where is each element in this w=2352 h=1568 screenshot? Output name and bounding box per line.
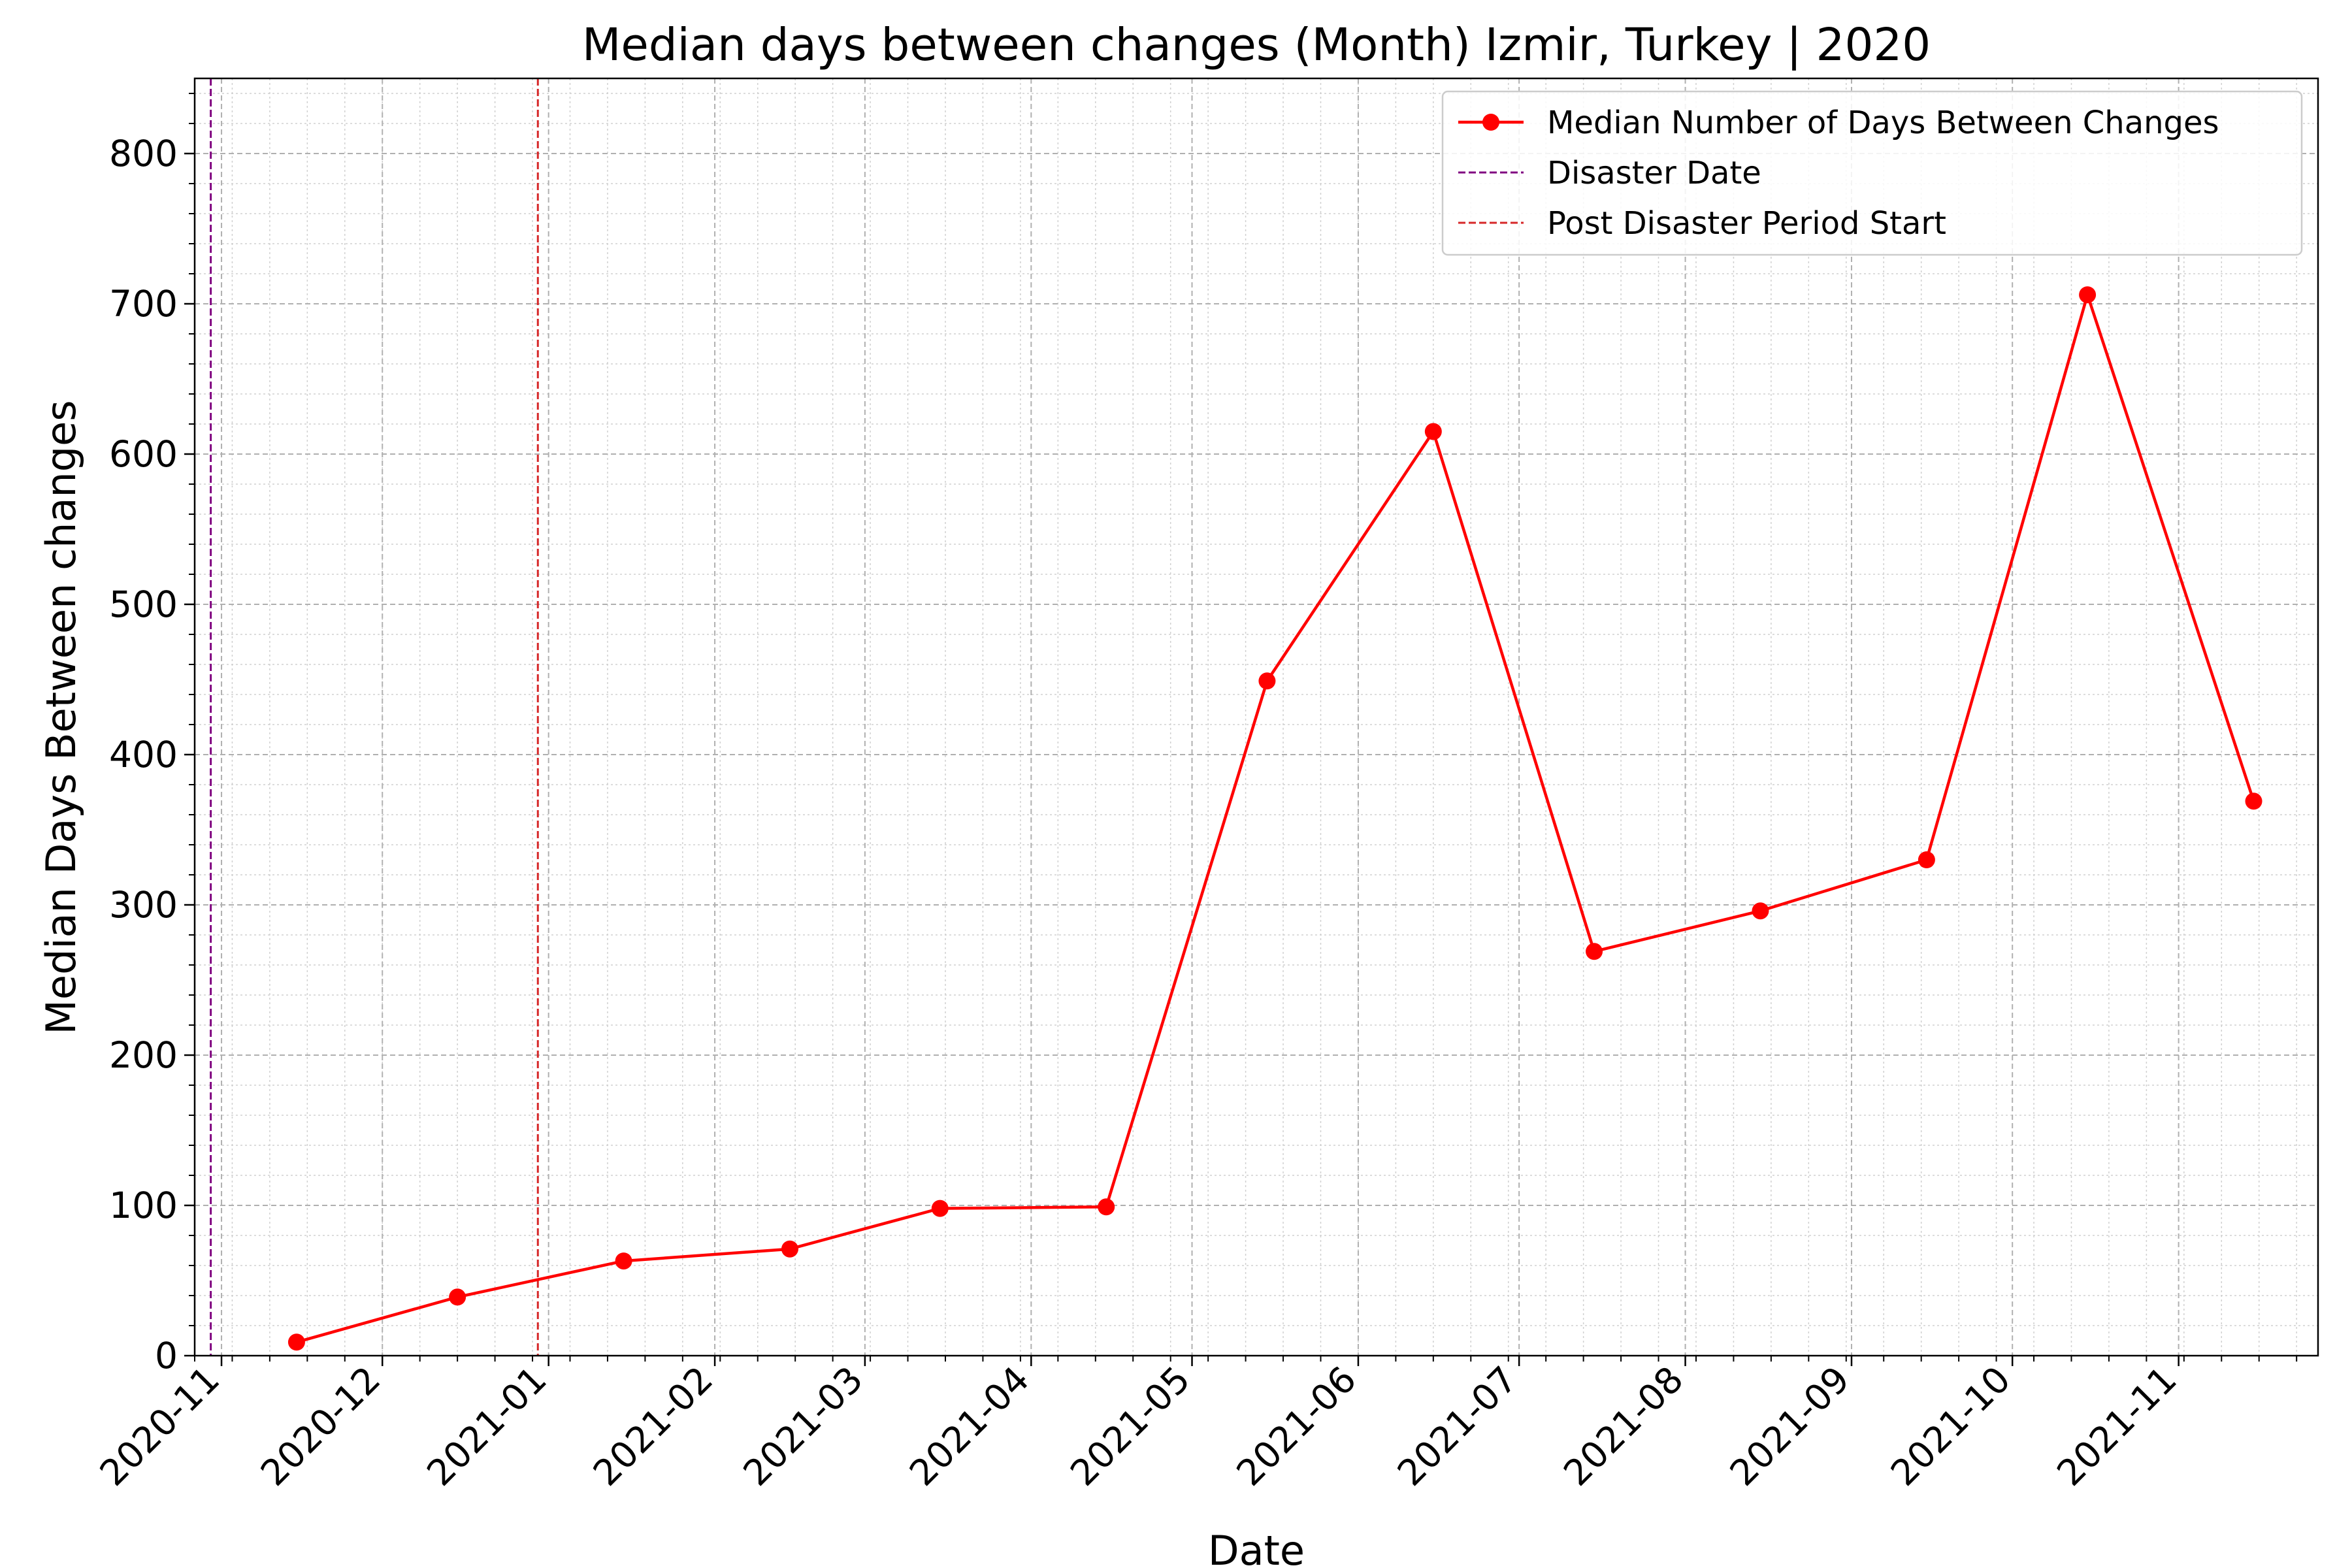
data-point — [615, 1252, 632, 1270]
legend-box — [1441, 90, 2303, 256]
y-tick-label: 500 — [109, 583, 178, 625]
data-point — [931, 1200, 949, 1217]
data-point — [781, 1240, 798, 1258]
y-axis-label: Median Days Between changes — [37, 400, 85, 1034]
y-tick-label: 0 — [155, 1335, 178, 1377]
legend-label: Median Number of Days Between Changes — [1547, 105, 2219, 141]
data-point — [287, 1333, 305, 1351]
data-point — [1424, 423, 1442, 440]
y-tick-label: 400 — [109, 734, 178, 776]
reference-lines — [210, 78, 539, 1356]
plot-frame — [193, 77, 2319, 1357]
data-point — [1918, 851, 1935, 868]
x-axis-label: Date — [1208, 1527, 1305, 1568]
chart-title: Median days between changes (Month) Izmi… — [582, 19, 1931, 71]
y-tick-label: 100 — [109, 1184, 178, 1226]
y-tick-label: 200 — [109, 1034, 178, 1076]
data-point — [1586, 943, 1603, 960]
legend-marker — [1482, 114, 1499, 131]
y-tick-label: 600 — [109, 433, 178, 475]
y-tick-label: 800 — [109, 133, 178, 174]
grid — [194, 78, 2318, 1356]
y-tick-label: 300 — [109, 884, 178, 926]
data-point — [2079, 286, 2097, 304]
y-tick-label: 700 — [109, 283, 178, 325]
data-point — [1752, 902, 1769, 920]
legend: Median Number of Days Between Changes Dis… — [1441, 90, 2303, 256]
data-point — [2245, 792, 2262, 810]
data-point — [1258, 672, 1276, 690]
data-point — [449, 1288, 466, 1306]
data-point — [1098, 1198, 1115, 1216]
data-series — [287, 286, 2262, 1351]
legend-label: Post Disaster Period Start — [1547, 205, 1946, 242]
legend-label: Disaster Date — [1547, 155, 1761, 191]
